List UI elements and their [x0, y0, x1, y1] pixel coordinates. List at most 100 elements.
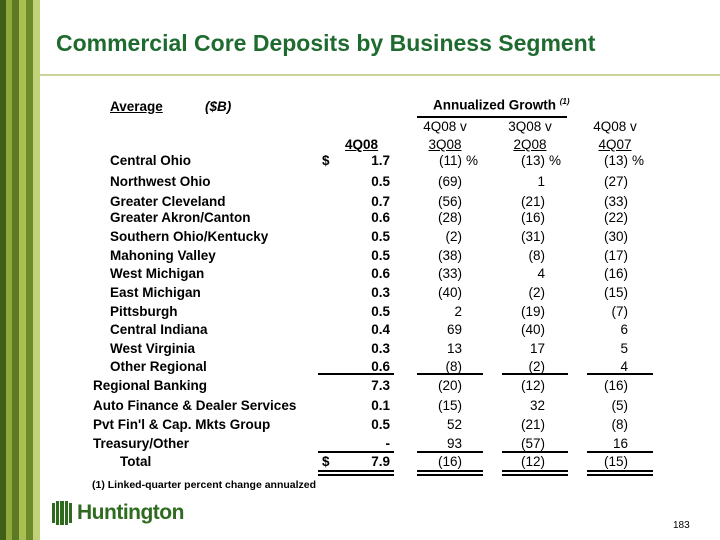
- huntington-logo: Huntington: [52, 501, 184, 525]
- row-growth-a: (56): [437, 194, 462, 209]
- row-growth-c: (13): [603, 153, 628, 168]
- col-a-bot: 3Q08: [428, 137, 462, 152]
- row-growth-c: (16): [603, 378, 628, 393]
- row-growth-c: (30): [603, 229, 628, 244]
- row-value-4q08: 0.4: [371, 322, 390, 337]
- row-value-4q08: 0.5: [371, 248, 390, 263]
- row-growth-c: (15): [603, 454, 628, 469]
- total-double-rule-1-4q08: [318, 470, 394, 472]
- row-growth-a: (38): [437, 248, 462, 263]
- row-value-4q08: 0.3: [371, 341, 390, 356]
- total-top-rule-a: [417, 451, 483, 453]
- total-double-rule-2-b: [502, 474, 568, 476]
- row-value-4q08: 0.5: [371, 417, 390, 432]
- row-growth-b: (2): [528, 359, 546, 374]
- row-value-4q08: 0.6: [371, 210, 390, 225]
- row-growth-a: (8): [445, 359, 463, 374]
- row-label: Auto Finance & Dealer Services: [93, 398, 297, 413]
- total-top-rule-b: [502, 451, 568, 453]
- row-growth-c: 6: [620, 322, 628, 337]
- col-c-top: 4Q08 v: [593, 119, 637, 134]
- row-growth-b: (19): [520, 304, 545, 319]
- header-growth-label: Annualized Growth (1): [433, 97, 570, 113]
- row-growth-b: (12): [520, 454, 545, 469]
- row-growth-a: 2: [454, 304, 462, 319]
- col-b-bot: 2Q08: [513, 137, 547, 152]
- row-value-4q08: 0.6: [371, 359, 390, 374]
- row-growth-b: 4: [537, 266, 545, 281]
- row-growth-a: 13: [446, 341, 462, 356]
- row-label: Regional Banking: [93, 378, 208, 393]
- row-dollar-sign: $: [322, 153, 330, 168]
- row-growth-b: (12): [520, 378, 545, 393]
- row-label: Other Regional: [110, 359, 207, 374]
- growth-header-rule: [417, 116, 567, 118]
- row-growth-b: (16): [520, 210, 545, 225]
- row-value-4q08: 0.6: [371, 266, 390, 281]
- total-top-rule-4q08: [318, 451, 394, 453]
- row-growth-c: 4: [620, 359, 628, 374]
- growth-label-text: Annualized Growth: [433, 97, 556, 113]
- row-label: Southern Ohio/Kentucky: [110, 229, 269, 244]
- row-growth-b: 17: [529, 341, 545, 356]
- total-double-rule-1-a: [417, 470, 483, 472]
- row-value-4q08: 7.9: [371, 454, 390, 469]
- row-growth-b: (8): [528, 248, 546, 263]
- row-growth-b: (31): [520, 229, 545, 244]
- row-value-4q08: 0.5: [371, 304, 390, 319]
- row-growth-b: (40): [520, 322, 545, 337]
- row-value-4q08: 0.3: [371, 285, 390, 300]
- left-decorative-stripes: [0, 0, 40, 540]
- row-growth-c: (7): [611, 304, 629, 319]
- row-growth-c: 5: [620, 341, 628, 356]
- row-growth-c: 16: [612, 436, 628, 451]
- row-growth-c: (8): [611, 417, 629, 432]
- logo-wordmark: Huntington: [77, 501, 184, 524]
- subtotal-rule-b: [502, 373, 568, 375]
- row-value-4q08: 0.5: [371, 229, 390, 244]
- huntington-logo-icon: [52, 501, 72, 525]
- row-growth-b: (2): [528, 285, 546, 300]
- row-value-4q08: 7.3: [371, 378, 390, 393]
- row-label: Central Indiana: [110, 322, 208, 337]
- total-double-rule-1-c: [587, 470, 653, 472]
- row-growth-c: (22): [603, 210, 628, 225]
- total-double-rule-2-4q08: [318, 474, 394, 476]
- subtotal-rule-c: [587, 373, 653, 375]
- page-number: 183: [673, 520, 690, 531]
- row-growth-a: (16): [437, 454, 462, 469]
- row-growth-c: (17): [603, 248, 628, 263]
- row-growth-a: (69): [437, 174, 462, 189]
- row-label: West Michigan: [110, 266, 205, 281]
- row-growth-a: 52: [446, 417, 462, 432]
- row-growth-c-pct: %: [632, 153, 645, 168]
- total-top-rule-c: [587, 451, 653, 453]
- row-growth-b: 1: [537, 174, 545, 189]
- row-label: Central Ohio: [110, 153, 192, 168]
- row-label: Greater Akron/Canton: [110, 210, 251, 225]
- slide-title: Commercial Core Deposits by Business Seg…: [56, 30, 596, 56]
- row-growth-a-pct: %: [466, 153, 479, 168]
- total-double-rule-2-c: [587, 474, 653, 476]
- row-growth-a: 69: [446, 322, 462, 337]
- footnote: (1) Linked-quarter percent change annual…: [92, 479, 317, 491]
- row-label: Mahoning Valley: [110, 248, 216, 263]
- header-average: Average: [110, 99, 163, 114]
- row-value-4q08: 1.7: [371, 153, 390, 168]
- col-c-bot: 4Q07: [598, 137, 632, 152]
- row-growth-a: (11): [438, 153, 462, 168]
- header-units: ($B): [205, 99, 232, 114]
- row-growth-a: (2): [445, 229, 463, 244]
- row-growth-a: (40): [437, 285, 462, 300]
- row-label: West Virginia: [110, 341, 196, 356]
- row-value-4q08: 0.1: [371, 398, 390, 413]
- col-4q08: 4Q08: [345, 137, 379, 152]
- col-b-top: 3Q08 v: [508, 119, 552, 134]
- col-a-top: 4Q08 v: [423, 119, 467, 134]
- total-double-rule-2-a: [417, 474, 483, 476]
- row-growth-c: (33): [603, 194, 628, 209]
- row-growth-c: (27): [603, 174, 628, 189]
- row-growth-c: (15): [603, 285, 628, 300]
- row-label: Pittsburgh: [110, 304, 178, 319]
- row-growth-b: (57): [520, 436, 545, 451]
